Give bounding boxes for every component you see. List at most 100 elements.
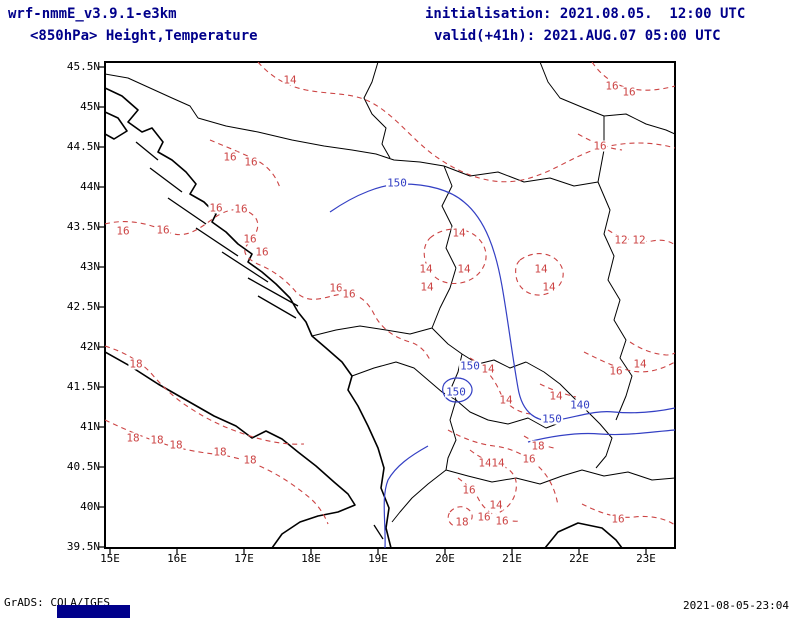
island-path	[221, 251, 269, 283]
height-contour-path	[442, 377, 473, 403]
temperature-contour-label: 16	[621, 85, 637, 99]
init-time-label: initialisation: 2021.08.05. 12:00 UTC	[425, 6, 746, 22]
height-contour-label: 150	[445, 385, 467, 399]
temperature-contour-label: 18	[212, 445, 228, 459]
temperature-contour-label: 16	[494, 514, 510, 528]
height-contour-path	[383, 445, 429, 548]
temperature-contour-label: 16	[243, 155, 259, 169]
coastline-adriatic-east	[105, 87, 392, 548]
island-path	[195, 227, 239, 257]
temperature-contour-label: 18	[125, 431, 141, 445]
temperature-contour-label: 16	[461, 483, 477, 497]
y-axis-tick-label: 45N	[80, 100, 100, 113]
temperature-contour-label: 14	[488, 498, 504, 512]
temp-contour-path	[581, 503, 675, 526]
height-contour-label: 150	[541, 412, 563, 426]
temperature-contour-label: 14	[456, 262, 472, 276]
temperature-contour-label: 14	[498, 393, 514, 407]
y-axis-tick-label: 39.5N	[66, 540, 100, 553]
y-axis-tick-label: 41.5N	[66, 380, 100, 393]
temperature-contour-label: 14	[533, 262, 549, 276]
island-path	[149, 167, 183, 193]
temp-contour-path	[257, 62, 675, 183]
temperature-contour-label: 16	[208, 201, 224, 215]
island-path	[135, 141, 159, 161]
y-axis-tick-label: 40N	[80, 500, 100, 513]
country-border	[197, 117, 445, 167]
country-border	[525, 361, 613, 469]
height-contour-path	[527, 429, 675, 443]
island-corfu	[373, 524, 384, 540]
x-axis-tick-label: 20E	[435, 552, 455, 565]
island-path	[247, 277, 299, 307]
coastline-italy	[105, 351, 356, 548]
temperature-contour-label: 18	[454, 515, 470, 529]
x-axis-tick-label: 19E	[368, 552, 388, 565]
temperature-contour-label: 16	[610, 512, 626, 526]
y-axis-tick-label: 43N	[80, 260, 100, 273]
y-axis-tick-label: 45.5N	[66, 60, 100, 73]
temperature-contour-label: 16	[233, 202, 249, 216]
temperature-contour-label: 16	[476, 510, 492, 524]
temperature-contour-label: 18	[149, 433, 165, 447]
country-border	[363, 62, 391, 159]
temp-contour-path	[577, 133, 623, 151]
map-frame	[104, 61, 676, 549]
model-title: wrf-nmmE_v3.9.1-e3km	[8, 6, 177, 22]
temperature-contour-label: 12	[613, 233, 629, 247]
temperature-contour-label: 16	[155, 223, 171, 237]
country-border	[445, 399, 457, 471]
temperature-contour-label: 14	[451, 226, 467, 240]
temp-contour-path	[629, 341, 675, 356]
temperature-contour-label: 18	[530, 439, 546, 453]
temperature-contour-label: 16	[592, 139, 608, 153]
x-axis-tick-label: 15E	[100, 552, 120, 565]
temp-contour-path	[523, 435, 555, 449]
country-border	[351, 361, 457, 401]
country-border	[105, 73, 199, 119]
temp-contour-path	[469, 449, 517, 515]
temperature-contour-label: 16	[521, 452, 537, 466]
temperature-contour-label: 16	[608, 364, 624, 378]
temperature-contour-label: 14	[490, 456, 506, 470]
height-contour-label: 140	[569, 398, 591, 412]
temp-contour-path	[447, 429, 559, 507]
temperature-contour-label: 16	[341, 287, 357, 301]
temperature-contour-label: 14	[632, 357, 648, 371]
temp-contour-path	[105, 208, 431, 361]
temperature-contour-label: 16	[328, 281, 344, 295]
y-axis-tick-label: 43.5N	[66, 220, 100, 233]
temp-contour-path	[515, 253, 564, 296]
x-axis-tick-label: 17E	[234, 552, 254, 565]
country-border	[445, 469, 675, 485]
height-contour-path	[329, 183, 675, 422]
height-contour-label: 150	[459, 359, 481, 373]
temperature-contour-label: 14	[548, 389, 564, 403]
temperature-contour-label: 14	[419, 280, 435, 294]
x-axis-tick-label: 23E	[636, 552, 656, 565]
temperature-contour-label: 14	[480, 362, 496, 376]
temperature-contour-label: 14	[282, 73, 298, 87]
temperature-contour-label: 14	[541, 280, 557, 294]
y-axis-tick-label: 41N	[80, 420, 100, 433]
temperature-contour-label: 16	[254, 245, 270, 259]
height-contour-label: 150	[386, 176, 408, 190]
temperature-contour-label: 18	[168, 438, 184, 452]
temp-contour-path	[583, 351, 675, 373]
x-axis-tick-label: 18E	[301, 552, 321, 565]
creation-timestamp: 2021-08-05-23:04	[683, 599, 789, 612]
x-axis-tick-label: 22E	[569, 552, 589, 565]
y-axis-tick-label: 42.5N	[66, 300, 100, 313]
y-axis-tick-label: 42N	[80, 340, 100, 353]
valid-time-label: valid(+41h): 2021.AUG.07 05:00 UTC	[434, 28, 721, 44]
temp-contour-path	[447, 506, 473, 528]
island-path	[167, 197, 207, 225]
country-border	[539, 62, 675, 135]
x-axis-tick-label: 21E	[502, 552, 522, 565]
y-axis-tick-label: 40.5N	[66, 460, 100, 473]
temperature-contour-label: 16	[242, 232, 258, 246]
country-border	[455, 399, 563, 429]
temperature-contour-label: 12	[631, 233, 647, 247]
